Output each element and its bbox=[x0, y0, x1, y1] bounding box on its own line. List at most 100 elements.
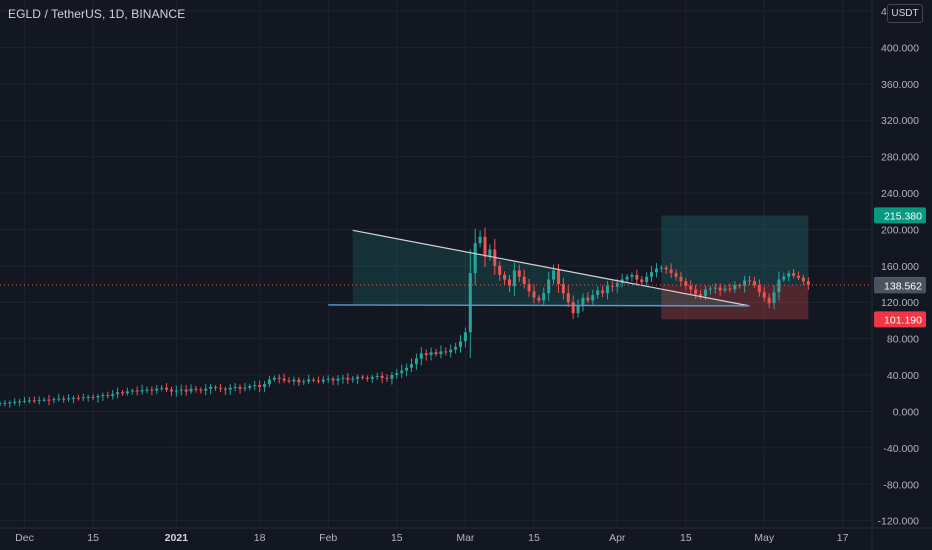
candle-body bbox=[356, 376, 360, 379]
candle-body bbox=[503, 274, 507, 280]
candle-body bbox=[96, 396, 100, 398]
candle-body bbox=[488, 249, 492, 257]
y-tick-label: 120.000 bbox=[881, 297, 919, 309]
candle-body bbox=[370, 376, 374, 379]
y-tick-label: 80.000 bbox=[887, 334, 919, 346]
candle-body bbox=[155, 388, 159, 391]
candle-body bbox=[199, 389, 203, 391]
candle-body bbox=[640, 279, 644, 283]
candle-body bbox=[767, 297, 771, 304]
candle-body bbox=[703, 289, 707, 296]
candle-body bbox=[360, 376, 365, 378]
candle-body bbox=[458, 341, 463, 347]
candle-body bbox=[194, 388, 198, 390]
candle-body bbox=[473, 243, 477, 274]
price-tag-label: 215.380 bbox=[884, 210, 922, 222]
candle-body bbox=[91, 396, 95, 398]
candle-body bbox=[777, 279, 781, 293]
candle-body bbox=[341, 377, 345, 379]
candle-body bbox=[375, 375, 379, 377]
candle-body bbox=[238, 386, 242, 389]
candle-body bbox=[507, 279, 512, 286]
candle-body bbox=[253, 385, 257, 387]
candle-body bbox=[801, 277, 805, 282]
candle-body bbox=[650, 272, 654, 277]
candle-body bbox=[718, 287, 722, 291]
candle-body bbox=[189, 388, 193, 392]
candle-body bbox=[101, 395, 105, 397]
candle-body bbox=[591, 294, 595, 301]
y-tick-label: 160.000 bbox=[881, 261, 919, 273]
candle-body bbox=[601, 290, 605, 294]
candle-body bbox=[498, 265, 502, 275]
candle-body bbox=[351, 378, 355, 380]
candle-body bbox=[517, 270, 521, 277]
x-tick-label: Dec bbox=[15, 532, 34, 544]
candle-body bbox=[733, 284, 737, 290]
candle-body bbox=[62, 398, 66, 400]
candle-body bbox=[263, 384, 267, 387]
candle-body bbox=[272, 377, 276, 380]
candle-body bbox=[429, 352, 433, 356]
candle-body bbox=[18, 401, 22, 403]
y-tick-label: -80.000 bbox=[883, 479, 919, 491]
candle-body bbox=[439, 351, 443, 355]
candle-body bbox=[424, 353, 428, 356]
candle-body bbox=[116, 392, 120, 395]
candle-body bbox=[243, 387, 247, 389]
candle-body bbox=[307, 379, 311, 382]
candle-body bbox=[390, 375, 394, 379]
candle-body bbox=[316, 380, 320, 382]
x-tick-label: 2021 bbox=[165, 532, 189, 544]
y-tick-label: 240.000 bbox=[881, 188, 919, 200]
candle-body bbox=[81, 397, 85, 399]
candle-body bbox=[571, 302, 575, 314]
candle-body bbox=[8, 402, 12, 404]
candle-body bbox=[630, 274, 634, 277]
price-tag-current bbox=[874, 277, 926, 294]
candle-body bbox=[610, 285, 614, 287]
candle-body bbox=[566, 293, 570, 303]
candle-body bbox=[659, 267, 663, 269]
candle-body bbox=[537, 297, 541, 301]
candle-body bbox=[277, 377, 281, 379]
candle-body bbox=[13, 401, 17, 403]
x-tick-label: May bbox=[754, 532, 775, 544]
candle-body bbox=[204, 388, 208, 391]
candle-body bbox=[748, 280, 752, 282]
currency-button[interactable]: USDT bbox=[887, 4, 923, 23]
candle-body bbox=[140, 390, 144, 392]
candle-body bbox=[395, 373, 399, 376]
candle-body bbox=[512, 270, 516, 286]
candle-body bbox=[723, 288, 727, 291]
y-tick-label: 280.000 bbox=[881, 152, 919, 164]
candle-body bbox=[42, 399, 46, 401]
candle-body bbox=[380, 375, 384, 378]
candle-body bbox=[542, 293, 546, 301]
candle-body bbox=[32, 400, 36, 402]
candle-body bbox=[111, 394, 115, 396]
x-tick-label: 15 bbox=[528, 532, 540, 544]
candle-body bbox=[625, 276, 629, 280]
candle-body bbox=[552, 270, 556, 280]
candle-body bbox=[385, 377, 389, 379]
candle-body bbox=[228, 387, 232, 390]
candle-body bbox=[449, 349, 453, 353]
y-tick-label: 0.000 bbox=[893, 406, 919, 418]
candle-body bbox=[145, 389, 149, 391]
candle-body bbox=[762, 292, 766, 298]
candle-body bbox=[106, 395, 110, 397]
support-line[interactable] bbox=[328, 304, 750, 307]
x-tick-label: 17 bbox=[837, 532, 849, 544]
candle-body bbox=[297, 379, 301, 383]
candle-body bbox=[165, 387, 169, 390]
candle-body bbox=[52, 399, 56, 401]
candle-body bbox=[47, 399, 51, 401]
candle-body bbox=[130, 390, 134, 392]
candle-body bbox=[37, 400, 41, 402]
candle-body bbox=[258, 385, 262, 387]
candle-body bbox=[478, 236, 482, 244]
candle-body bbox=[0, 403, 2, 405]
resistance-trendline[interactable] bbox=[352, 229, 750, 307]
